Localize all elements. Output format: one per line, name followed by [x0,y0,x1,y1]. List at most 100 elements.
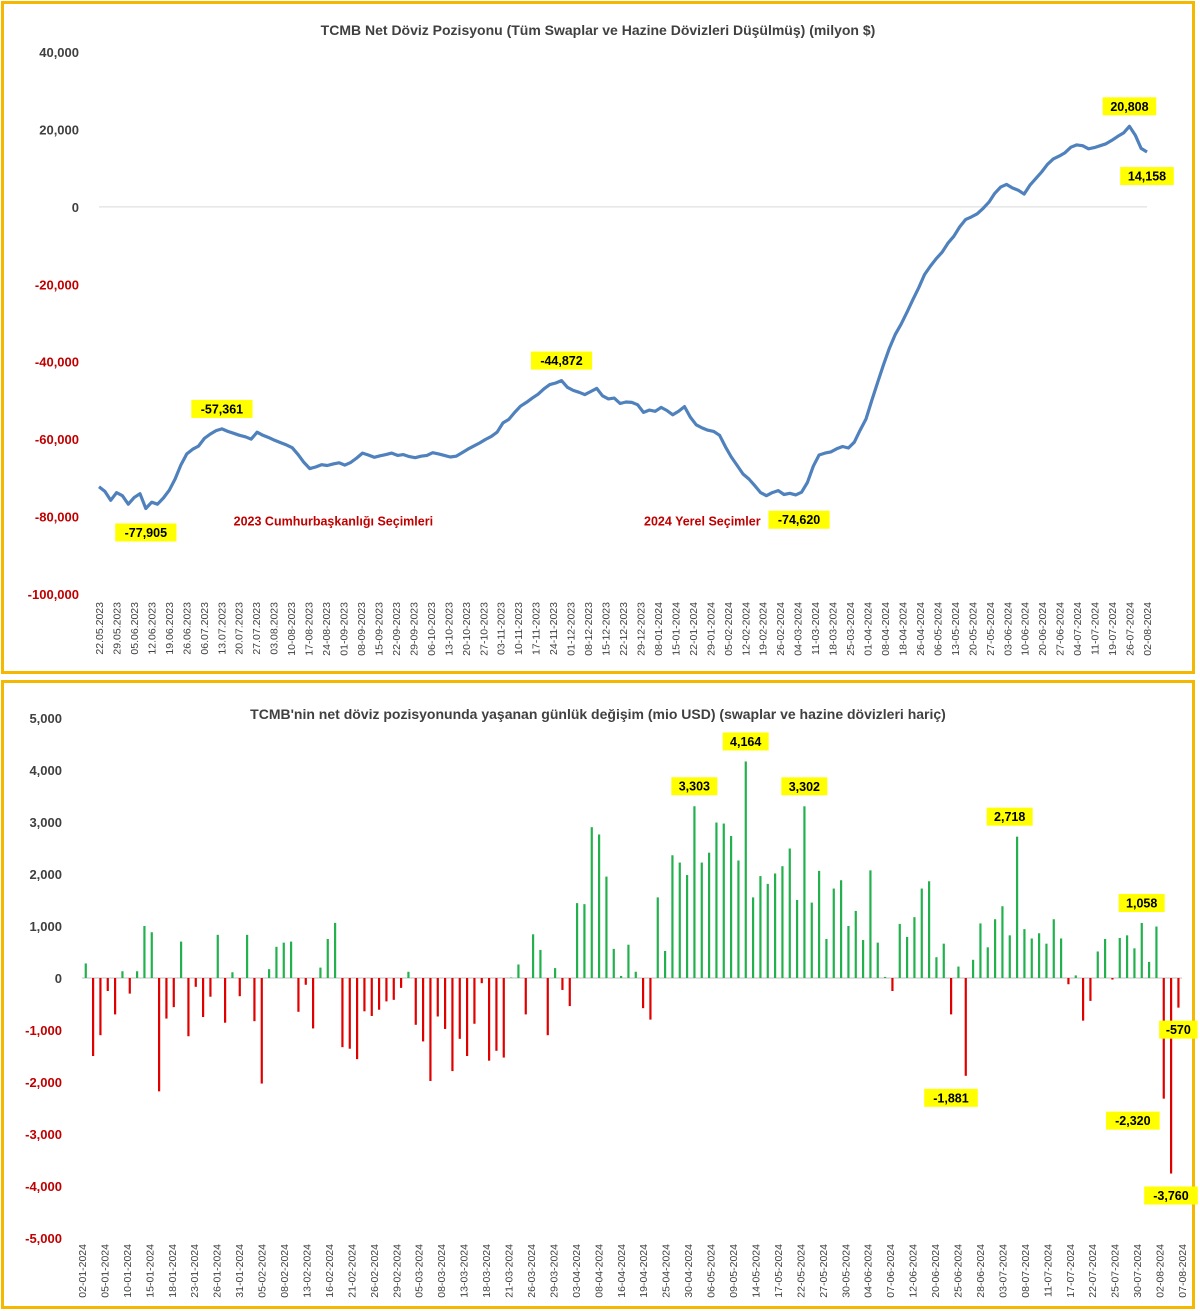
bar [693,806,696,978]
x-tick-label: 12-02-2024 [740,602,752,656]
x-tick-label: 06.07.2023 [199,602,211,655]
data-label-bg [1102,97,1157,116]
x-tick-label: 28-06-2024 [975,1244,987,1298]
x-tick-label: 12-06-2024 [908,1244,920,1298]
x-tick-label: 08-09-2023 [356,602,368,656]
bar [319,967,322,978]
event-label: 2023 Cumhurbaşkanlığı Seçimleri [234,514,433,528]
bar [356,978,359,1060]
bar-chart-title: TCMB'nin net döviz pozisyonunda yaşanan … [250,706,946,722]
x-tick-label: 26-03-2024 [526,1244,538,1298]
x-tick-label: 26-07-2024 [1125,602,1137,656]
y-tick-label: 3,000 [29,815,62,830]
bar [686,875,689,978]
bar [656,897,659,978]
x-tick-label: 29-02-2024 [391,1244,403,1298]
bar [869,870,872,978]
data-label-bg [191,399,253,418]
bar [1060,938,1063,978]
x-tick-label: 02-08-2024 [1142,602,1154,656]
bar [862,940,865,978]
bar [700,862,703,978]
bar [180,941,183,978]
bar [840,880,843,978]
data-label: -1,881 [933,1091,968,1105]
bar [722,823,725,978]
x-tick-label: 07-06-2024 [885,1244,897,1298]
bar [246,934,249,978]
bar [766,883,769,978]
bar [312,978,315,1029]
bar [392,978,395,1000]
x-tick-label: 20.07.2023 [234,602,246,655]
bar [554,968,557,978]
bar [1155,926,1158,978]
event-label: 2024 Yerel Seçimler [644,514,761,528]
x-tick-label: 10-08-2023 [286,602,298,656]
x-tick-label: 03-07-2024 [997,1244,1009,1298]
x-tick-label: 08-07-2024 [1020,1244,1032,1298]
bar [1045,943,1048,978]
x-tick-label: 05-01-2024 [99,1244,111,1298]
bar [444,978,447,1029]
data-label: -2,320 [1115,1114,1150,1128]
bar [495,978,498,1051]
data-label: 20,808 [1110,100,1148,114]
y-tick-label: 40,000 [39,45,79,60]
x-tick-label: 25-03-2024 [845,602,857,656]
x-tick-label: 06-10-2023 [426,602,438,656]
bar [759,876,762,978]
data-label-bg [986,807,1033,826]
bar [957,966,960,978]
bar [1104,939,1107,978]
bar [172,978,175,1008]
bar [818,870,821,978]
x-tick-label: 10-11-2023 [513,602,525,655]
bar [546,978,549,1036]
x-tick-label: 22-07-2024 [1087,1244,1099,1298]
bar [224,978,227,1023]
data-label-bg [1120,167,1174,186]
x-tick-label: 01-04-2024 [863,602,875,656]
bar [334,922,337,978]
bar [1074,975,1077,978]
bar [708,852,711,978]
bar [803,806,806,978]
bar [216,934,219,978]
y-tick-label: -5,000 [25,1231,62,1246]
data-label-bg [530,351,593,370]
bar [664,950,667,978]
bar [510,977,513,978]
line-chart-title: TCMB Net Döviz Pozisyonu (Tüm Swaplar ve… [320,22,876,38]
x-tick-label: 29-01-2024 [705,602,717,656]
bar [788,848,791,978]
x-tick-label: 22-09-2023 [391,602,403,656]
x-tick-label: 25-07-2024 [1110,1244,1122,1298]
x-tick-label: 26-04-2024 [915,602,927,656]
x-tick-label: 15-01-2024 [670,602,682,656]
bar [1001,906,1004,978]
x-tick-label: 03-06-2024 [1002,602,1014,656]
x-tick-label: 05.06.2023 [129,602,141,655]
x-tick-label: 24-11-2023 [548,602,560,655]
x-tick-label: 13-05-2024 [950,602,962,656]
x-tick-label: 19-02-2024 [758,602,770,656]
x-tick-label: 13-03-2024 [459,1244,471,1298]
bar [832,888,835,978]
y-tick-label: 4,000 [29,763,62,778]
x-tick-label: 11-07-2024 [1042,1244,1054,1297]
bar [488,978,491,1061]
bar-chart-svg: 5,000 4,000 3,000 2,000 1,000 0 -1,000 -2,000 -3… [25,711,1198,1298]
x-tick-label: 20-06-2024 [1037,602,1049,656]
bar [121,971,124,978]
bar [363,978,366,1012]
x-tick-label: 03.08.2023 [269,602,281,655]
bar [1170,978,1173,1174]
x-tick-label: 02-08-2024 [1155,1244,1167,1298]
bar [1118,937,1121,978]
x-tick-label: 25-04-2024 [661,1244,673,1298]
bar [268,969,271,978]
bar [928,881,931,978]
x-tick-label: 22-12-2023 [618,602,630,656]
bar [964,978,967,1076]
